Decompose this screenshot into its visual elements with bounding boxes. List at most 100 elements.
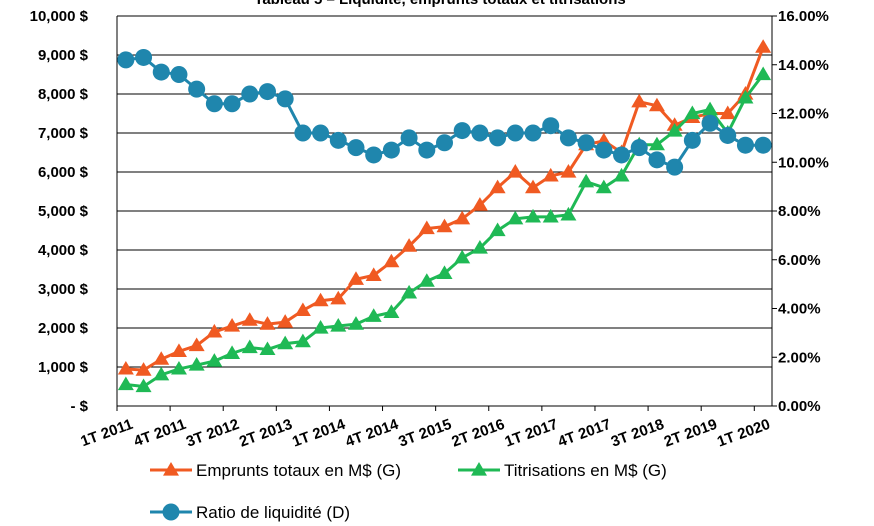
x-tick-label: 2T 2013 bbox=[237, 416, 295, 451]
point bbox=[542, 167, 559, 182]
y-tick-label: 4,000 $ bbox=[38, 242, 89, 259]
point bbox=[170, 360, 187, 375]
legend-label: Ratio de liquidité (D) bbox=[196, 503, 350, 522]
point bbox=[454, 210, 471, 225]
x-tick-label: 3T 2018 bbox=[609, 416, 667, 451]
point bbox=[117, 360, 134, 375]
point bbox=[153, 366, 170, 381]
y2-tick-label: 6.00% bbox=[778, 252, 821, 269]
point bbox=[683, 131, 701, 149]
point bbox=[224, 318, 241, 332]
series bbox=[117, 48, 772, 176]
point bbox=[559, 129, 577, 147]
y-tick-label: 10,000 $ bbox=[30, 8, 89, 25]
point bbox=[489, 179, 506, 194]
x-tick-label: 3T 2015 bbox=[396, 416, 454, 451]
point bbox=[719, 105, 736, 120]
point bbox=[382, 141, 400, 159]
point bbox=[277, 335, 294, 350]
point bbox=[719, 126, 737, 144]
point bbox=[613, 167, 630, 182]
point bbox=[259, 341, 276, 356]
point bbox=[436, 265, 453, 279]
point bbox=[365, 146, 383, 164]
point bbox=[117, 376, 134, 391]
point bbox=[312, 292, 329, 307]
y-tick-label: 6,000 $ bbox=[38, 164, 89, 181]
y2-tick-label: 16.00% bbox=[778, 8, 829, 25]
point bbox=[383, 304, 400, 318]
point bbox=[170, 343, 187, 357]
x-tick-label: 1T 2020 bbox=[715, 416, 773, 451]
point bbox=[595, 141, 613, 159]
x-tick-label: 2T 2019 bbox=[662, 416, 720, 451]
point bbox=[560, 164, 577, 178]
x-tick-label: 1T 2014 bbox=[290, 416, 348, 451]
chart-title: Tableau 5 – Liquidité, emprunts totaux e… bbox=[254, 0, 625, 8]
point bbox=[312, 320, 329, 334]
point bbox=[259, 316, 276, 330]
point bbox=[453, 122, 471, 140]
point bbox=[436, 134, 453, 152]
x-tick-label: 1T 2011 bbox=[78, 416, 135, 451]
point bbox=[436, 218, 453, 233]
point bbox=[312, 124, 330, 142]
point bbox=[152, 63, 170, 81]
point bbox=[258, 83, 276, 101]
point bbox=[578, 173, 595, 188]
y2-tick-label: 8.00% bbox=[778, 203, 821, 220]
point bbox=[188, 337, 205, 352]
point bbox=[330, 290, 347, 305]
point bbox=[188, 357, 205, 371]
point bbox=[701, 114, 719, 132]
point bbox=[577, 134, 595, 152]
series-line bbox=[125, 46, 765, 372]
point bbox=[170, 66, 188, 83]
point bbox=[276, 90, 294, 108]
point bbox=[205, 95, 223, 113]
point bbox=[648, 97, 665, 112]
point bbox=[418, 141, 436, 159]
legend-label: Emprunts totaux en M$ (G) bbox=[196, 461, 401, 480]
x-tick-label: 4T 2011 bbox=[132, 416, 189, 451]
point bbox=[524, 124, 542, 142]
point bbox=[542, 117, 560, 135]
y-tick-label: 5,000 $ bbox=[38, 203, 89, 220]
point bbox=[153, 351, 170, 365]
point bbox=[542, 208, 559, 223]
point bbox=[347, 139, 365, 157]
point bbox=[294, 333, 311, 348]
point bbox=[595, 179, 612, 194]
y-tick-label: 2,000 $ bbox=[38, 320, 89, 337]
point bbox=[241, 312, 258, 326]
point bbox=[702, 101, 719, 116]
y-tick-label: 3,000 $ bbox=[38, 281, 89, 298]
point bbox=[630, 139, 648, 157]
point bbox=[135, 378, 152, 393]
point bbox=[525, 208, 542, 223]
point bbox=[648, 136, 665, 151]
y2-tick-label: 12.00% bbox=[778, 106, 829, 123]
y-tick-label: - $ bbox=[70, 398, 88, 415]
point bbox=[754, 136, 772, 154]
point bbox=[162, 503, 180, 521]
point bbox=[223, 95, 241, 113]
point bbox=[277, 314, 294, 328]
y2-tick-label: 4.00% bbox=[778, 301, 821, 318]
point bbox=[525, 179, 542, 194]
point bbox=[294, 124, 312, 142]
point bbox=[684, 105, 701, 120]
point bbox=[755, 66, 772, 81]
point bbox=[489, 222, 506, 237]
point bbox=[401, 284, 418, 299]
point bbox=[347, 316, 364, 330]
point bbox=[666, 123, 683, 137]
y-tick-label: 9,000 $ bbox=[38, 47, 89, 64]
point bbox=[347, 271, 364, 285]
point bbox=[163, 462, 179, 476]
y-tick-label: 1,000 $ bbox=[38, 359, 89, 376]
point bbox=[471, 197, 488, 211]
x-tick-label: 3T 2012 bbox=[184, 416, 242, 451]
y2-tick-label: 14.00% bbox=[778, 57, 829, 74]
